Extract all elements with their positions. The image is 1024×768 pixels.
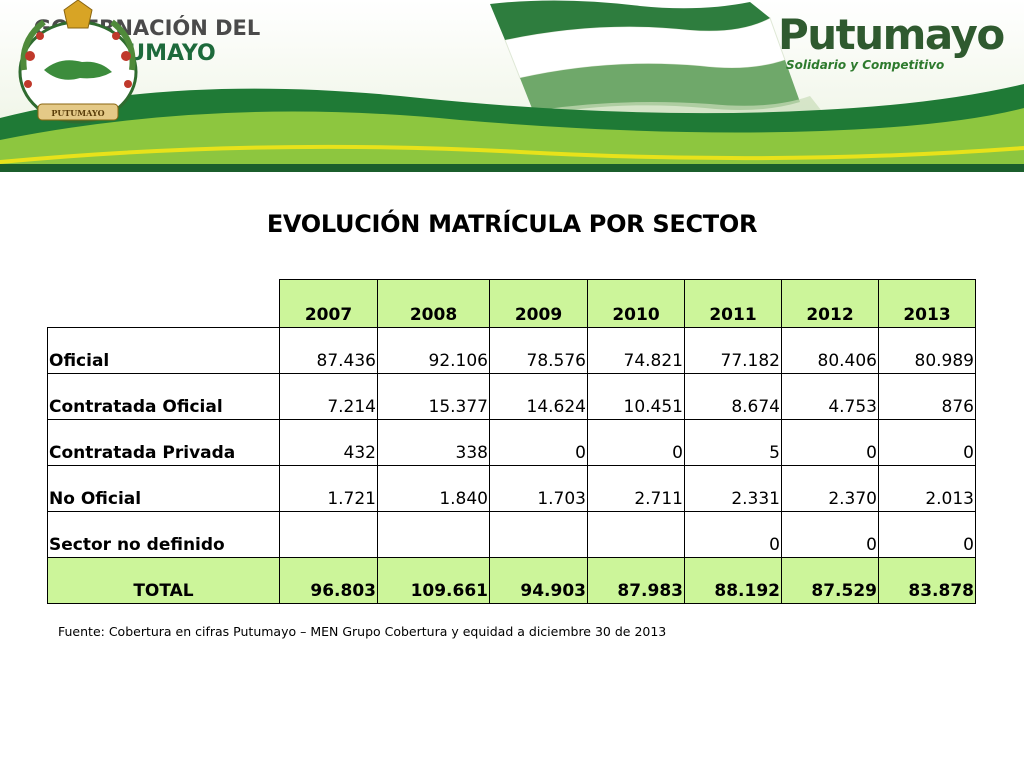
table-cell: 2.711 [587, 465, 685, 512]
row-label: Oficial [47, 327, 280, 374]
table-cell: 432 [279, 419, 378, 466]
total-cell: 88.192 [684, 557, 782, 604]
table-row: Sector no definido 0 0 0 [47, 511, 976, 558]
total-cell: 109.661 [377, 557, 490, 604]
header-banner: GOBERNACIÓN DEL PUTUMAYO PUTUMAYO Putuma… [0, 0, 1024, 172]
brand-name: Putumayo [778, 10, 1005, 59]
column-header: 2012 [781, 279, 879, 328]
source-note: Fuente: Cobertura en cifras Putumayo – M… [58, 624, 667, 639]
table-row: No Oficial 1.721 1.840 1.703 2.711 2.331… [47, 465, 976, 512]
brand-tagline: Solidario y Competitivo [786, 58, 945, 72]
table-cell [587, 511, 685, 558]
table-cell: 5 [684, 419, 782, 466]
total-cell: 94.903 [489, 557, 588, 604]
total-cell: 83.878 [878, 557, 976, 604]
table-cell: 2.013 [878, 465, 976, 512]
table-cell: 1.721 [279, 465, 378, 512]
table-cell [279, 511, 378, 558]
table-cell: 0 [878, 511, 976, 558]
table-cell [377, 511, 490, 558]
table-cell: 87.436 [279, 327, 378, 374]
page-title: EVOLUCIÓN MATRÍCULA POR SECTOR [266, 210, 758, 238]
putumayo-seal-logo: PUTUMAYO [18, 0, 138, 124]
total-cell: 87.529 [781, 557, 879, 604]
table-cell: 4.753 [781, 373, 879, 420]
table-cell: 80.406 [781, 327, 879, 374]
table-cell: 1.703 [489, 465, 588, 512]
table-header-corner [47, 279, 280, 328]
table-cell: 1.840 [377, 465, 490, 512]
banner-background [0, 0, 1024, 172]
total-row: TOTAL 96.803 109.661 94.903 87.983 88.19… [47, 557, 976, 604]
total-label: TOTAL [47, 557, 280, 604]
row-label: No Oficial [47, 465, 280, 512]
table-row: Oficial 87.436 92.106 78.576 74.821 77.1… [47, 327, 976, 374]
table-cell: 876 [878, 373, 976, 420]
table-cell: 2.370 [781, 465, 879, 512]
table-cell: 2.331 [684, 465, 782, 512]
column-header: 2008 [377, 279, 490, 328]
column-header: 2010 [587, 279, 685, 328]
row-label: Contratada Oficial [47, 373, 280, 420]
column-header: 2007 [279, 279, 378, 328]
table-cell: 8.674 [684, 373, 782, 420]
table-cell: 77.182 [684, 327, 782, 374]
column-header: 2011 [684, 279, 782, 328]
column-header: 2009 [489, 279, 588, 328]
table-cell [489, 511, 588, 558]
table-cell: 0 [684, 511, 782, 558]
table-cell: 10.451 [587, 373, 685, 420]
row-label: Sector no definido [47, 511, 280, 558]
table-row: Contratada Oficial 7.214 15.377 14.624 1… [47, 373, 976, 420]
table-cell: 0 [489, 419, 588, 466]
table-cell: 0 [781, 511, 879, 558]
enrollment-table: 2007 2008 2009 2010 2011 2012 2013 Ofici… [47, 279, 976, 604]
seal-label: PUTUMAYO [51, 108, 104, 118]
table-cell: 92.106 [377, 327, 490, 374]
row-label: Contratada Privada [47, 419, 280, 466]
table-row: Contratada Privada 432 338 0 0 5 0 0 [47, 419, 976, 466]
total-cell: 96.803 [279, 557, 378, 604]
table-cell: 78.576 [489, 327, 588, 374]
table-header-row: 2007 2008 2009 2010 2011 2012 2013 [47, 279, 976, 328]
table-cell: 80.989 [878, 327, 976, 374]
column-header: 2013 [878, 279, 976, 328]
table-cell: 0 [781, 419, 879, 466]
brand-logo: Putumayo Solidario y Competitivo [778, 10, 1018, 73]
table-cell: 15.377 [377, 373, 490, 420]
table-cell: 338 [377, 419, 490, 466]
table-cell: 0 [587, 419, 685, 466]
total-cell: 87.983 [587, 557, 685, 604]
table-cell: 7.214 [279, 373, 378, 420]
table-cell: 14.624 [489, 373, 588, 420]
table-cell: 74.821 [587, 327, 685, 374]
table-cell: 0 [878, 419, 976, 466]
